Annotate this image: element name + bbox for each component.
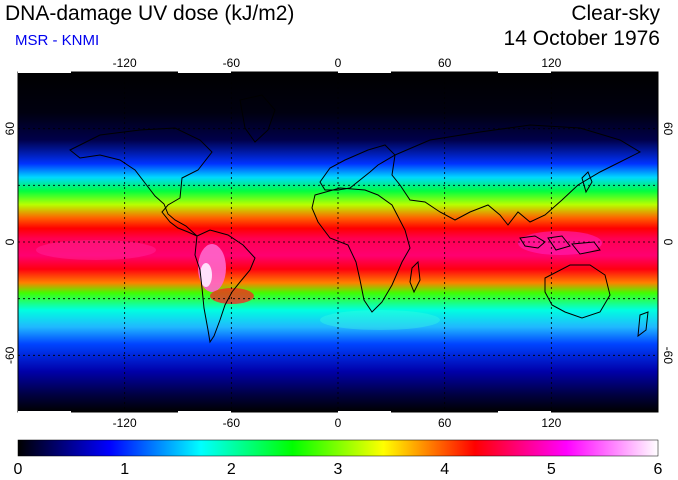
colorbar-tick-label: 1 [120, 461, 129, 478]
asia-outline [391, 124, 642, 226]
south-america-red-patch [210, 288, 254, 304]
colorbar-tick-label: 4 [440, 461, 449, 478]
coastlines [69, 94, 649, 344]
latitude-tick-label: -60 [3, 346, 17, 364]
longitude-tick-label: 60 [438, 416, 452, 430]
map-title: DNA-damage UV dose (kJ/m2) [5, 2, 295, 25]
north-america-outline [69, 127, 213, 237]
madagascar-outline [409, 260, 421, 294]
maritime-islands-outline [519, 235, 601, 255]
south-atlantic-patch [320, 310, 440, 330]
south-america-outline [194, 229, 256, 344]
latitude-tick-label: 60 [661, 122, 675, 136]
latitude-labels-right: 60 0 -60 [661, 122, 675, 364]
longitude-tick-label: 120 [541, 56, 561, 70]
colorbar-tick-label: 6 [654, 461, 663, 478]
longitude-labels-bottom: -120 -60 0 60 120 [113, 416, 562, 430]
sky-condition: Clear-sky [571, 2, 660, 25]
longitude-tick-label: 0 [335, 56, 342, 70]
maritime-continent-patch [518, 231, 602, 255]
australia-outline [544, 264, 611, 319]
longitude-tick-label: -60 [223, 416, 241, 430]
colorbar-tick-label: 2 [227, 461, 236, 478]
greenland-outline [239, 94, 276, 143]
longitude-tick-label: -120 [113, 416, 137, 430]
map-source: MSR - KNMI [15, 32, 100, 49]
frame-segments [18, 70, 551, 414]
longitude-tick-label: -120 [113, 56, 137, 70]
graticule [18, 72, 658, 412]
colorbar-tick-label: 0 [14, 461, 23, 478]
longitude-tick-label: -60 [223, 56, 241, 70]
latitude-tick-label: 60 [3, 122, 17, 136]
map-date: 14 October 1976 [503, 27, 660, 50]
latitude-tick-label: -60 [661, 347, 675, 365]
colorbar-labels: 0 1 2 3 4 5 6 [14, 461, 663, 478]
colorbar-tick-label: 5 [547, 461, 556, 478]
longitude-labels-top: -120 -60 0 60 120 [113, 56, 562, 70]
colorbar [17, 439, 659, 457]
europe-outline [319, 144, 396, 191]
longitude-tick-label: 120 [541, 416, 561, 430]
africa-outline [311, 187, 411, 313]
longitude-tick-label: 60 [438, 56, 452, 70]
japan-outline [581, 171, 593, 194]
altiplano-peak-patch [200, 263, 212, 287]
latitude-tick-label: 0 [3, 238, 17, 245]
latitude-labels-left: 60 0 -60 [3, 122, 17, 364]
latitude-tick-label: 0 [661, 239, 675, 246]
longitude-tick-label: 0 [335, 416, 342, 430]
pacific-patch [36, 240, 156, 260]
colorbar-tick-label: 3 [334, 461, 343, 478]
new-zealand-outline [637, 311, 649, 338]
